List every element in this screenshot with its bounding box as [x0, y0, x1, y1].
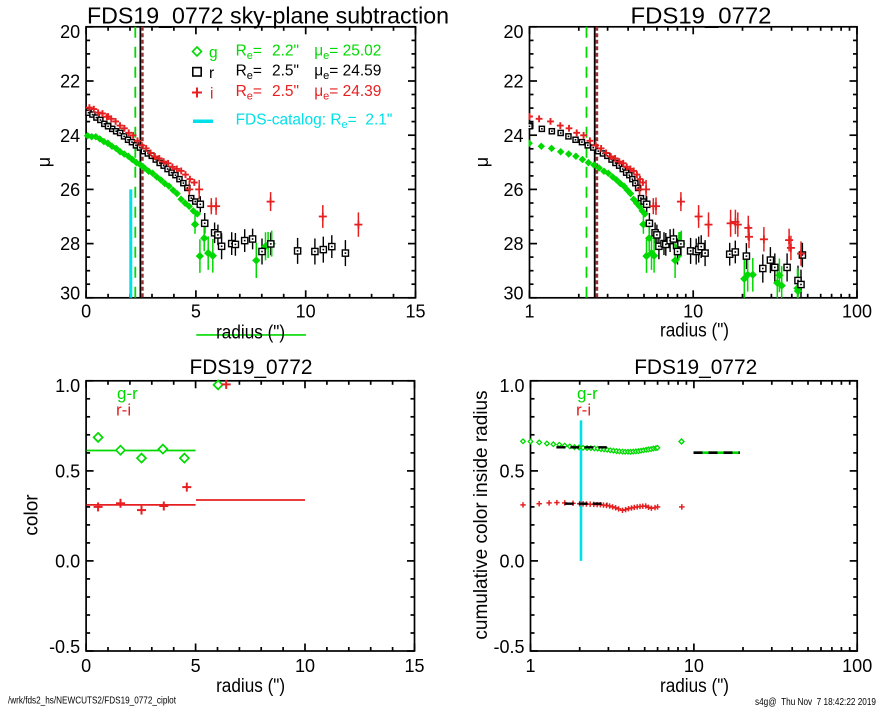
svg-text:2.5": 2.5" — [272, 63, 299, 80]
svg-text:μe= 24.59: μe= 24.59 — [314, 63, 381, 83]
svg-text:1: 1 — [524, 302, 534, 322]
svg-text:28: 28 — [60, 234, 80, 254]
svg-text:30: 30 — [60, 284, 80, 304]
svg-text:28: 28 — [503, 234, 523, 254]
svg-text:radius ("): radius (") — [660, 676, 729, 697]
svg-text:r-i: r-i — [576, 401, 591, 420]
svg-text:5: 5 — [191, 302, 201, 322]
svg-text:cumulative color inside radius: cumulative color inside radius — [471, 390, 492, 639]
svg-text:FDS-catalog: Re= 2.1": FDS-catalog: Re= 2.1" — [236, 112, 393, 132]
svg-text:1.0: 1.0 — [499, 376, 524, 396]
svg-text:r-i: r-i — [116, 401, 131, 420]
svg-text:10: 10 — [684, 656, 704, 676]
svg-text:i: i — [210, 85, 213, 102]
svg-text:1.0: 1.0 — [55, 376, 80, 396]
svg-text:10: 10 — [683, 302, 703, 322]
svg-text:20: 20 — [60, 22, 80, 42]
svg-text:24: 24 — [503, 126, 523, 146]
svg-text:-0.5: -0.5 — [493, 637, 524, 657]
svg-text:s4g@ Thu Nov 7 18:42:22 2019: s4g@ Thu Nov 7 18:42:22 2019 — [755, 696, 876, 708]
svg-text:0.5: 0.5 — [55, 462, 80, 482]
svg-text:μ: μ — [472, 157, 492, 167]
svg-text:2.5": 2.5" — [272, 83, 299, 100]
svg-text:FDS19_0772: FDS19_0772 — [634, 356, 757, 379]
svg-text:μe= 24.39: μe= 24.39 — [314, 83, 381, 103]
svg-text:1: 1 — [525, 656, 535, 676]
svg-text:Re=: Re= — [236, 63, 262, 83]
svg-text:20: 20 — [503, 22, 523, 42]
svg-text:radius ("): radius (") — [216, 323, 285, 344]
svg-text:30: 30 — [503, 284, 523, 304]
svg-text:0.5: 0.5 — [499, 462, 524, 482]
svg-text:-0.5: -0.5 — [49, 637, 80, 657]
svg-text:10: 10 — [296, 302, 316, 322]
svg-text:FDS19_0772: FDS19_0772 — [190, 356, 313, 379]
svg-text:FDS19_0772: FDS19_0772 — [631, 3, 772, 29]
svg-text:22: 22 — [60, 72, 80, 92]
svg-text:0: 0 — [81, 302, 91, 322]
svg-text:g-r: g-r — [577, 384, 598, 403]
svg-text:15: 15 — [405, 302, 425, 322]
svg-text:26: 26 — [60, 180, 80, 200]
svg-text:r: r — [209, 65, 214, 82]
svg-text:/wrk/fds2_hs/NEWCUTS2/FDS19_07: /wrk/fds2_hs/NEWCUTS2/FDS19_0772_ciplot — [8, 696, 176, 707]
svg-text:0: 0 — [81, 656, 91, 676]
svg-text:color: color — [22, 494, 43, 536]
svg-text:22: 22 — [503, 72, 523, 92]
svg-text:2.2": 2.2" — [272, 42, 299, 59]
svg-text:0.0: 0.0 — [55, 552, 80, 572]
svg-text:radius ("): radius (") — [216, 676, 285, 697]
svg-text:FDS19_0772 sky-plane subtracti: FDS19_0772 sky-plane subtraction — [87, 3, 449, 29]
svg-text:100: 100 — [842, 656, 872, 676]
svg-text:5: 5 — [191, 656, 201, 676]
svg-text:100: 100 — [842, 302, 872, 322]
svg-text:0.0: 0.0 — [499, 552, 524, 572]
svg-text:26: 26 — [503, 180, 523, 200]
svg-text:Re=: Re= — [236, 42, 262, 62]
svg-text:10: 10 — [295, 656, 315, 676]
svg-text:g-r: g-r — [117, 384, 138, 403]
svg-text:Re=: Re= — [236, 83, 262, 103]
svg-text:radius ("): radius (") — [660, 321, 729, 342]
svg-text:24: 24 — [60, 126, 80, 146]
svg-text:μe= 25.02: μe= 25.02 — [314, 42, 381, 62]
svg-text:15: 15 — [404, 656, 424, 676]
svg-text:g: g — [209, 45, 218, 62]
svg-text:μ: μ — [34, 157, 54, 167]
